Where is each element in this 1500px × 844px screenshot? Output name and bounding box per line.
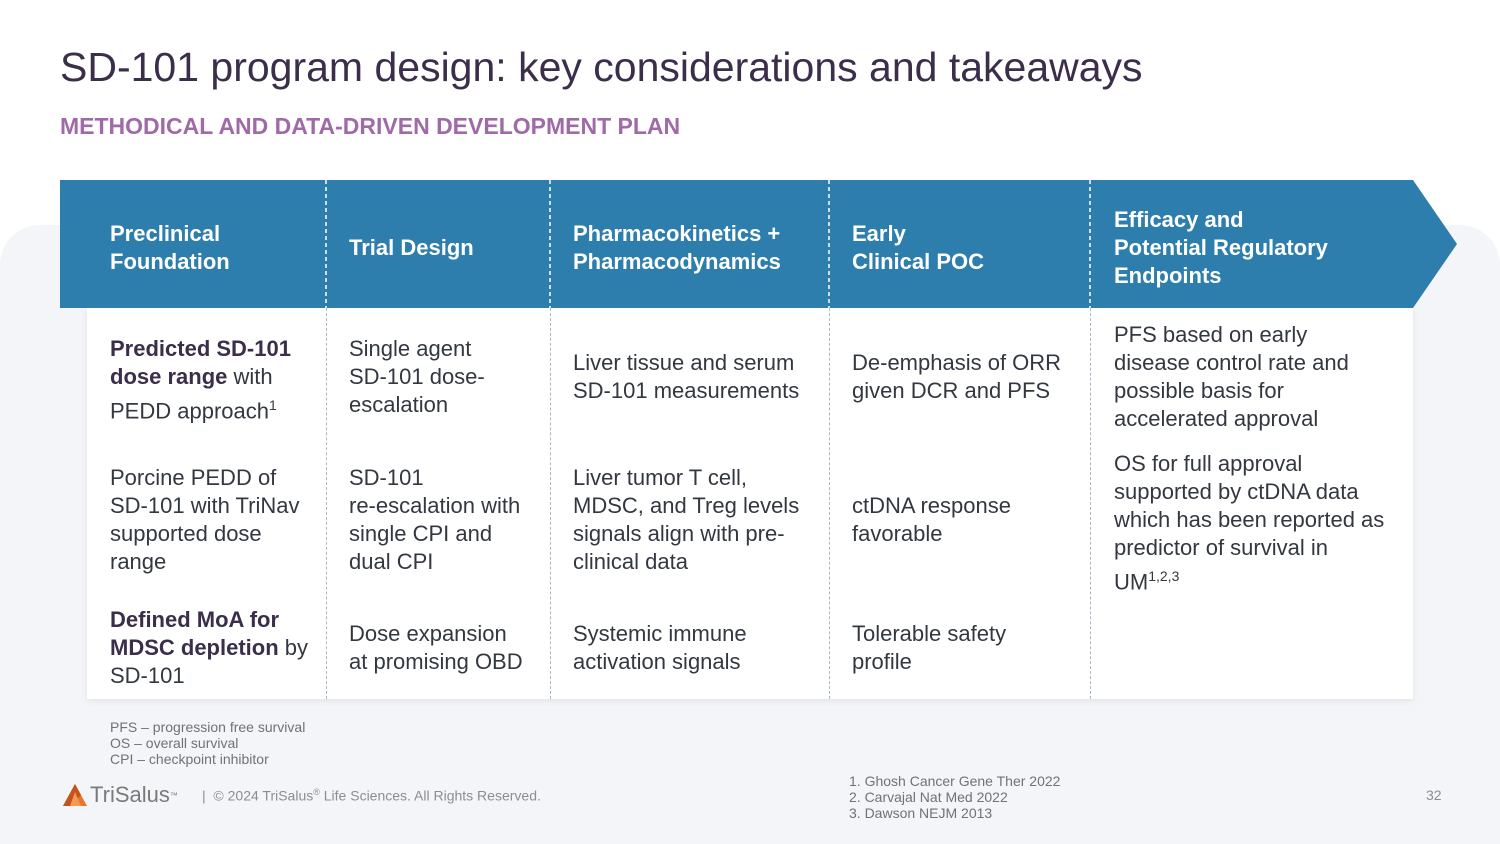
cell-efficacy-1: PFS based on early disease control rate … [1114,321,1349,433]
cell-pk-pd-2: Liver tumor T cell, MDSC, and Treg level… [573,464,799,576]
cell-early-poc-3: Tolerable safety profile [852,620,1006,676]
cell-preclinical-1: Predicted SD-101 dose range with PEDD ap… [110,335,320,425]
column-divider [1090,308,1091,699]
page-number: 32 [1426,787,1442,803]
logo-text: TriSalus [90,782,170,808]
cell-preclinical-3: Defined MoA for MDSC depletion by SD-101 [110,606,310,690]
abbreviation-item: OS – overall survival [110,735,305,751]
column-header-preclinical: Preclinical Foundation [110,220,230,276]
cell-early-poc-1: De-emphasis of ORR given DCR and PFS [852,349,1061,405]
column-header-trial-design: Trial Design [349,234,474,262]
cell-trial-design-1: Single agent SD-101 dose- escalation [349,335,485,419]
cell-pk-pd-1: Liver tissue and serum SD-101 measuremen… [573,349,799,405]
cell-early-poc-2: ctDNA response favorable [852,492,1011,548]
abbreviations-list: PFS – progression free survival OS – ove… [110,719,305,767]
copyright-text: | © 2024 TriSalus® Life Sciences. All Ri… [202,787,541,804]
reference-item: 2. Carvajal Nat Med 2022 [849,789,1060,805]
cell-trial-design-3: Dose expansion at promising OBD [349,620,523,676]
trisalus-logo: TriSalus ™ [62,782,178,808]
page-title: SD-101 program design: key consideration… [60,44,1143,91]
page-subtitle: METHODICAL AND DATA-DRIVEN DEVELOPMENT P… [60,113,680,140]
reference-item: 1. Ghosh Cancer Gene Ther 2022 [849,773,1060,789]
column-header-efficacy: Efficacy and Potential Regulatory Endpoi… [1114,206,1328,290]
abbreviation-item: PFS – progression free survival [110,719,305,735]
trisalus-logo-icon [62,783,88,807]
column-header-pk-pd: Pharmacokinetics + Pharmacodynamics [573,220,781,276]
cell-preclinical-2: Porcine PEDD of SD-101 with TriNav suppo… [110,464,320,576]
cell-trial-design-2: SD-101 re-escalation with single CPI and… [349,464,520,576]
column-header-early-poc: Early Clinical POC [852,220,984,276]
column-divider [326,308,327,699]
cell-efficacy-2: OS for full approval supported by ctDNA … [1114,450,1384,596]
references-list: 1. Ghosh Cancer Gene Ther 2022 2. Carvaj… [849,773,1060,821]
column-divider [550,308,551,699]
abbreviation-item: CPI – checkpoint inhibitor [110,751,305,767]
column-divider [829,308,830,699]
cell-pk-pd-3: Systemic immune activation signals [573,620,747,676]
reference-item: 3. Dawson NEJM 2013 [849,805,1060,821]
logo-trademark: ™ [170,791,178,800]
